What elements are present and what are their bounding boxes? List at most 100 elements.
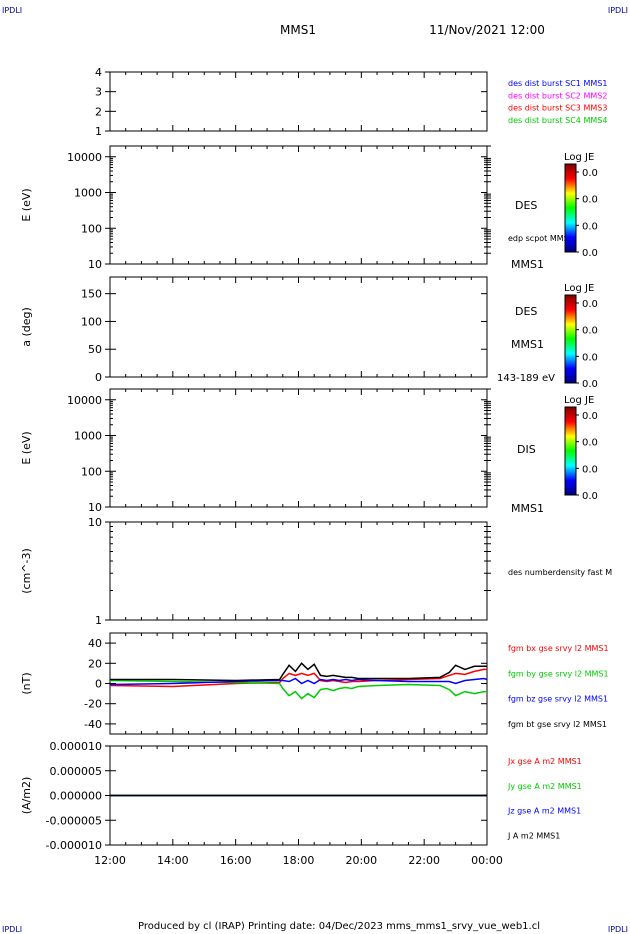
panel-frame bbox=[109, 276, 488, 378]
colorbar-tick-label: 0.0 bbox=[582, 248, 598, 259]
panel-frame bbox=[109, 388, 488, 508]
y-tick-label: 0 bbox=[95, 678, 102, 691]
y-tick-label: 0.000005 bbox=[50, 765, 103, 778]
y-tick-label: -0.000010 bbox=[46, 839, 102, 852]
y-tick-label: 4 bbox=[95, 66, 102, 79]
y-tick-label: 150 bbox=[81, 288, 102, 301]
colorbar bbox=[564, 294, 577, 384]
y-axis-label: E (eV) bbox=[20, 188, 33, 221]
legend-entry: fgm bt gse srvy l2 MMS1 bbox=[508, 720, 607, 729]
series-line-1 bbox=[109, 668, 487, 688]
y-tick-label: 10 bbox=[88, 258, 102, 271]
series-line-3 bbox=[109, 677, 488, 686]
y-axis-label: (cm^-3) bbox=[20, 548, 33, 594]
legend-entry: fgm bz gse srvy l2 MMS1 bbox=[508, 695, 608, 704]
y-tick-label: 2 bbox=[95, 105, 102, 118]
panel-3: 150 100 50 0 a (deg) DES MMS1 143-189 eV Log JE 0… bbox=[20, 276, 598, 390]
datetime-title: 11/Nov/2021 12:00 bbox=[429, 23, 545, 37]
y-tick-label: 1000 bbox=[74, 187, 102, 200]
colorbar-tick-label: 0.0 bbox=[582, 326, 598, 337]
x-tick-label: 12:00 bbox=[94, 854, 126, 867]
colorbar-tick-label: 0.0 bbox=[582, 491, 598, 502]
colorbar-tick-label: 0.0 bbox=[582, 464, 598, 475]
series-line-4 bbox=[110, 662, 487, 682]
panel-7: 0.000010 0.000005 0.000000 -0.000005 -0.0000… bbox=[20, 740, 582, 852]
panel-label: DIS bbox=[517, 443, 536, 456]
y-tick-label: -20 bbox=[84, 698, 102, 711]
colorbar-tick-label: 0.0 bbox=[582, 221, 598, 232]
series-line-2 bbox=[109, 679, 487, 700]
y-tick-label: 40 bbox=[88, 637, 102, 650]
colorbar-tick-label: 0.0 bbox=[582, 352, 598, 363]
colorbar-title: Log JE bbox=[564, 395, 594, 406]
x-tick-label: 18:00 bbox=[283, 854, 315, 867]
legend-entry: J A m2 MMS1 bbox=[507, 831, 560, 840]
colorbar-tick-label: 0.0 bbox=[582, 168, 598, 179]
x-tick-label: 16:00 bbox=[220, 854, 252, 867]
panel-label: DES bbox=[515, 199, 537, 212]
x-tick-label: 22:00 bbox=[408, 854, 440, 867]
y-tick-label: 0.000010 bbox=[50, 740, 103, 753]
legend-entry: des dist burst SC4 MMS4 bbox=[508, 116, 607, 125]
panel-label: edp scpot MMS1 bbox=[508, 234, 574, 243]
panel-5: 10 1 (cm^-3) des numberdensity fast M bbox=[20, 516, 612, 627]
legend-entry: fgm bx gse srvy l2 MMS1 bbox=[508, 644, 609, 653]
y-tick-label: 0 bbox=[95, 371, 102, 384]
colorbar-tick-label: 0.0 bbox=[582, 411, 598, 422]
y-axis-label: (A/m2) bbox=[20, 777, 33, 815]
y-axis-label: a (deg) bbox=[20, 307, 33, 347]
corner-bl: IPDLI bbox=[2, 925, 22, 934]
corner-tr: IPDLI bbox=[608, 6, 628, 15]
legend-entry: des dist burst SC3 MMS3 bbox=[508, 104, 607, 113]
legend-entry: des numberdensity fast M bbox=[508, 568, 612, 577]
panel-label: MMS1 bbox=[511, 338, 544, 351]
colorbar-tick-label: 0.0 bbox=[582, 299, 598, 310]
y-tick-label: 100 bbox=[81, 222, 102, 235]
colorbar-tick-label: 0.0 bbox=[582, 195, 598, 206]
colorbar-tick-label: 0.0 bbox=[582, 379, 598, 390]
colorbar bbox=[564, 406, 577, 496]
y-tick-label: 1000 bbox=[74, 430, 102, 443]
y-tick-label: 10000 bbox=[67, 394, 102, 407]
colorbar-title: Log JE bbox=[564, 283, 594, 294]
colorbar-tick-label: 0.0 bbox=[582, 438, 598, 449]
panel-label: MMS1 bbox=[511, 258, 544, 271]
panel-2: 10000 1000 100 10 E (eV) DES edp scpot MMS1 MMS… bbox=[20, 145, 598, 271]
corner-tl: IPDLI bbox=[2, 6, 22, 15]
legend-entry: Jx gse A m2 MMS1 bbox=[507, 757, 582, 766]
panel-label: DES bbox=[515, 305, 537, 318]
y-tick-label: -40 bbox=[84, 718, 102, 731]
x-tick-label: 20:00 bbox=[345, 854, 377, 867]
y-tick-label: 20 bbox=[88, 657, 102, 670]
legend-entry: Jy gse A m2 MMS1 bbox=[507, 782, 582, 791]
footer-text: Produced by cl (IRAP) Printing date: 04/… bbox=[138, 921, 540, 932]
panel-label: MMS1 bbox=[511, 502, 544, 515]
y-tick-label: 3 bbox=[95, 86, 102, 99]
y-axis-label: (nT) bbox=[20, 672, 33, 694]
colorbar bbox=[564, 163, 577, 253]
y-tick-label: -0.000005 bbox=[46, 814, 102, 827]
legend-entry: des dist burst SC1 MMS1 bbox=[508, 79, 607, 88]
y-tick-label: 10 bbox=[88, 516, 102, 529]
y-tick-label: 10 bbox=[88, 501, 102, 514]
y-tick-label: 100 bbox=[81, 315, 102, 328]
y-tick-label: 0.000000 bbox=[50, 790, 103, 803]
time-axis: 12:00 14:00 16:00 18:00 20:00 22:00 00:00 bbox=[94, 854, 503, 867]
y-axis-label: E (eV) bbox=[20, 431, 33, 464]
panel-4: 10000 1000 100 10 E (eV) DIS MMS1 Log JE 0.0 0.0 0… bbox=[20, 388, 598, 515]
panel-frame bbox=[109, 71, 488, 132]
y-tick-label: 1 bbox=[95, 125, 102, 138]
legend-entry: des dist burst SC2 MMS2 bbox=[508, 91, 607, 100]
x-tick-label: 14:00 bbox=[157, 854, 189, 867]
corner-br: IPDLI bbox=[608, 925, 628, 934]
legend-entry: Jz gse A m2 MMS1 bbox=[507, 807, 581, 816]
y-tick-label: 100 bbox=[81, 465, 102, 478]
spacecraft-title: MMS1 bbox=[280, 23, 316, 37]
panel-6: 40 20 0 -20 -40 (nT) fgm bx gse srvy l2 MMS1 fg… bbox=[20, 632, 609, 735]
panel-1: 4 3 2 1 des dist burst SC1 MMS1 des dist burs… bbox=[95, 66, 607, 138]
y-tick-label: 10000 bbox=[67, 151, 102, 164]
y-tick-label: 50 bbox=[88, 343, 102, 356]
y-tick-label: 1 bbox=[95, 614, 102, 627]
panels: 4 3 2 1 des dist burst SC1 MMS1 des dist burs… bbox=[20, 66, 612, 852]
